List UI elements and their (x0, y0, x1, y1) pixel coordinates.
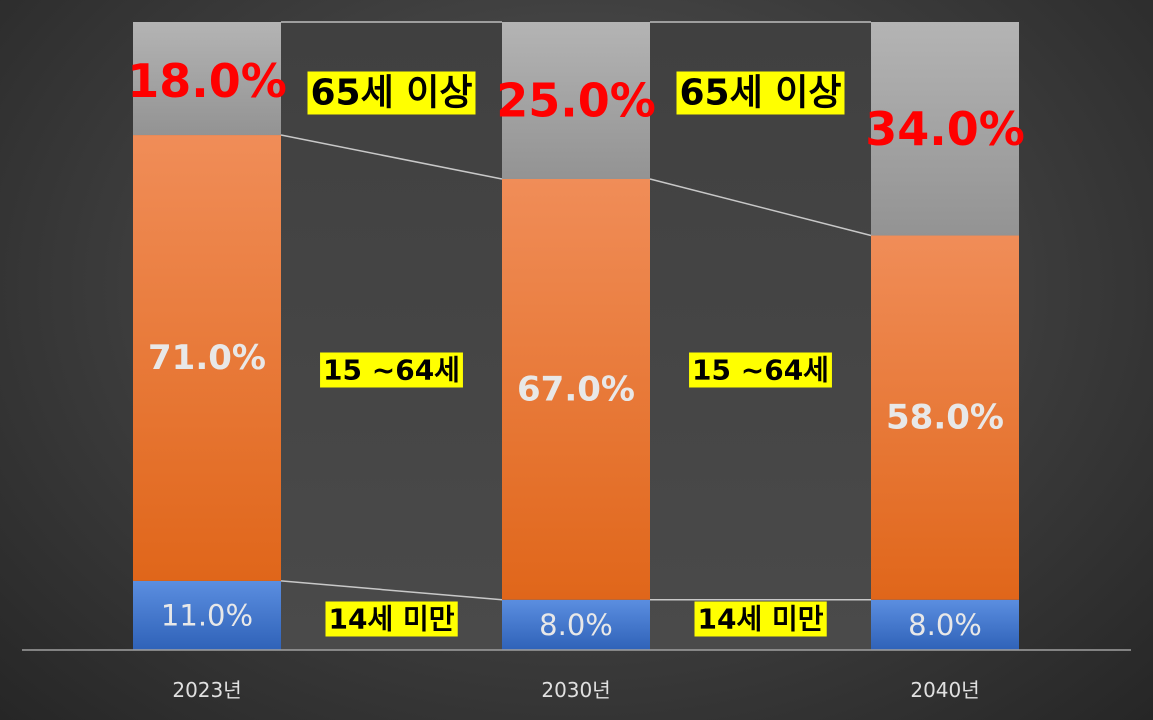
bar-segment-age-15-64 (502, 179, 650, 600)
annotation-under-14: 14세 미만 (325, 601, 458, 637)
bar-segment-age-65-plus (502, 22, 650, 179)
bar-segment-under-14 (502, 599, 650, 650)
data-label-under-14: 8.0% (908, 608, 982, 642)
bar-segment-under-14 (871, 599, 1019, 650)
bar-gap-panel (650, 22, 871, 650)
data-label-age-65-plus: 18.0% (127, 54, 287, 108)
annotation-text: 65세 이상 (311, 73, 473, 114)
data-label-under-14: 11.0% (161, 598, 253, 632)
annotation-text: 15 ~64세 (692, 354, 829, 387)
bar-segment-under-14 (133, 580, 281, 650)
annotation-age-65-plus: 65세 이상 (676, 71, 845, 115)
x-tick-label: 2023년 (172, 678, 241, 702)
data-label-age-15-64: 71.0% (148, 338, 266, 378)
bar-segment-age-15-64 (133, 135, 281, 581)
bar-segment-age-65-plus (871, 22, 1019, 236)
annotation-box (307, 71, 476, 115)
annotation-box (320, 352, 463, 388)
annotation-text: 14세 미만 (698, 603, 824, 636)
annotation-text: 15 ~64세 (323, 354, 460, 387)
annotation-age-65-plus: 65세 이상 (307, 71, 476, 115)
bar-segment-age-65-plus (133, 22, 281, 136)
annotation-age-15-64: 15 ~64세 (689, 352, 832, 388)
data-label-age-65-plus: 25.0% (496, 74, 656, 128)
data-label-age-15-64: 58.0% (886, 398, 1004, 438)
data-label-age-15-64: 67.0% (517, 369, 635, 409)
series-connector-line (649, 178, 872, 237)
x-tick-label: 2040년 (910, 678, 979, 702)
annotation-text: 65세 이상 (680, 73, 842, 114)
annotation-box (694, 601, 827, 637)
x-tick-label: 2030년 (541, 678, 610, 702)
bar-segment-age-15-64 (871, 235, 1019, 600)
annotation-box (325, 601, 458, 637)
annotation-under-14: 14세 미만 (694, 601, 827, 637)
bar-gap-panel (281, 22, 502, 650)
annotation-text: 14세 미만 (329, 603, 455, 636)
data-label-under-14: 8.0% (539, 608, 613, 642)
annotation-age-15-64: 15 ~64세 (320, 352, 463, 388)
series-connector-line (280, 580, 503, 601)
series-connector-line (280, 134, 503, 180)
data-label-age-65-plus: 34.0% (865, 102, 1025, 156)
annotation-box (689, 352, 832, 388)
annotation-box (676, 71, 845, 115)
